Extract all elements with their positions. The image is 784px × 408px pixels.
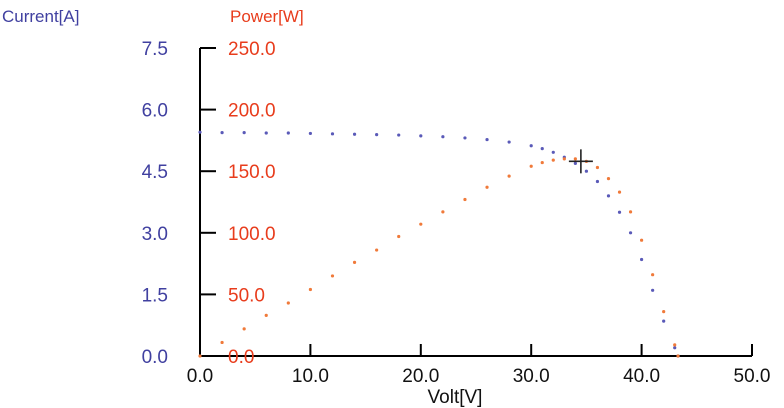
data-point — [485, 185, 489, 189]
data-point — [673, 346, 677, 350]
data-point — [441, 210, 445, 214]
data-point — [463, 136, 467, 140]
y-left-tick-label: 0.0 — [142, 347, 168, 368]
x-tick-label: 10.0 — [292, 366, 329, 387]
data-point — [198, 130, 202, 134]
y-left-tick-label: 1.5 — [142, 285, 168, 306]
data-point — [606, 194, 611, 198]
data-point — [286, 131, 290, 135]
y-right-tick-label: 150.0 — [228, 162, 276, 183]
data-point — [628, 231, 633, 235]
data-point — [573, 161, 577, 165]
data-point — [198, 354, 202, 358]
data-point — [352, 260, 357, 264]
data-point — [308, 287, 312, 292]
y-right-tick-label: 0.0 — [228, 347, 254, 368]
y-right-tick-label: 200.0 — [228, 101, 276, 122]
data-point — [573, 157, 577, 161]
y-left-tick-label: 3.0 — [142, 224, 168, 245]
y-left-tick-label: 6.0 — [142, 101, 168, 122]
data-point — [628, 210, 633, 214]
y-right-ticks: 0.0 50.0 100.0 150.0 200.0 250.0 — [228, 39, 276, 368]
data-point — [330, 274, 335, 278]
y-right-tick-label: 50.0 — [228, 285, 265, 306]
x-tick-label: 30.0 — [513, 366, 550, 387]
data-point — [595, 179, 600, 184]
data-point — [463, 197, 467, 202]
data-point — [540, 160, 544, 165]
data-point — [662, 310, 666, 314]
y-left-axis-title: Current[A] — [2, 7, 79, 26]
data-point — [584, 169, 589, 173]
data-point — [397, 234, 401, 239]
data-point — [651, 273, 655, 277]
data-point — [419, 134, 423, 138]
x-tick-label: 20.0 — [402, 366, 439, 387]
data-point — [242, 327, 246, 331]
x-tick-label: 50.0 — [734, 366, 771, 387]
data-point — [540, 147, 544, 151]
power-series — [198, 157, 680, 358]
data-point — [264, 131, 268, 135]
y-right-axis-title: Power[W] — [230, 7, 304, 26]
data-point — [673, 343, 677, 347]
x-tick-label: 0.0 — [187, 366, 213, 387]
data-point — [606, 176, 611, 181]
data-point — [640, 238, 644, 242]
data-point — [485, 137, 489, 142]
data-point — [617, 210, 622, 214]
data-point — [507, 140, 511, 144]
data-point — [595, 165, 600, 170]
data-point — [651, 288, 655, 292]
data-point — [529, 144, 533, 148]
y-left-tick-label: 4.5 — [142, 162, 168, 183]
data-point — [562, 157, 566, 161]
data-point — [264, 313, 268, 317]
data-point — [419, 222, 423, 226]
data-point — [529, 164, 533, 168]
data-point — [551, 158, 555, 162]
y-right-tick-label: 250.0 — [228, 39, 276, 60]
current-series — [198, 130, 680, 358]
data-point — [352, 132, 357, 136]
axes — [199, 47, 753, 357]
data-point — [220, 340, 224, 345]
data-point — [397, 133, 401, 137]
data-point — [551, 150, 555, 154]
x-tick-label: 40.0 — [623, 366, 660, 387]
data-point — [286, 301, 290, 305]
y-right-tick-label: 100.0 — [228, 224, 276, 245]
x-axis-title: Volt[V] — [428, 387, 483, 408]
data-point — [441, 135, 445, 139]
x-ticks: 0.0 10.0 20.0 30.0 40.0 50.0 — [187, 366, 771, 387]
data-point — [676, 354, 680, 358]
data-point — [662, 319, 666, 323]
data-point — [375, 133, 379, 137]
y-left-ticks: 0.0 1.5 3.0 4.5 6.0 7.5 — [142, 39, 168, 368]
data-point — [242, 130, 246, 135]
data-point — [640, 257, 644, 262]
data-point — [617, 190, 622, 194]
data-point — [308, 131, 312, 136]
data-point — [330, 132, 335, 136]
series — [198, 130, 680, 358]
max-power-point-marker — [568, 149, 593, 174]
data-point — [507, 174, 511, 178]
y-left-tick-label: 7.5 — [142, 39, 168, 60]
data-point — [220, 130, 224, 135]
data-point — [375, 248, 379, 252]
